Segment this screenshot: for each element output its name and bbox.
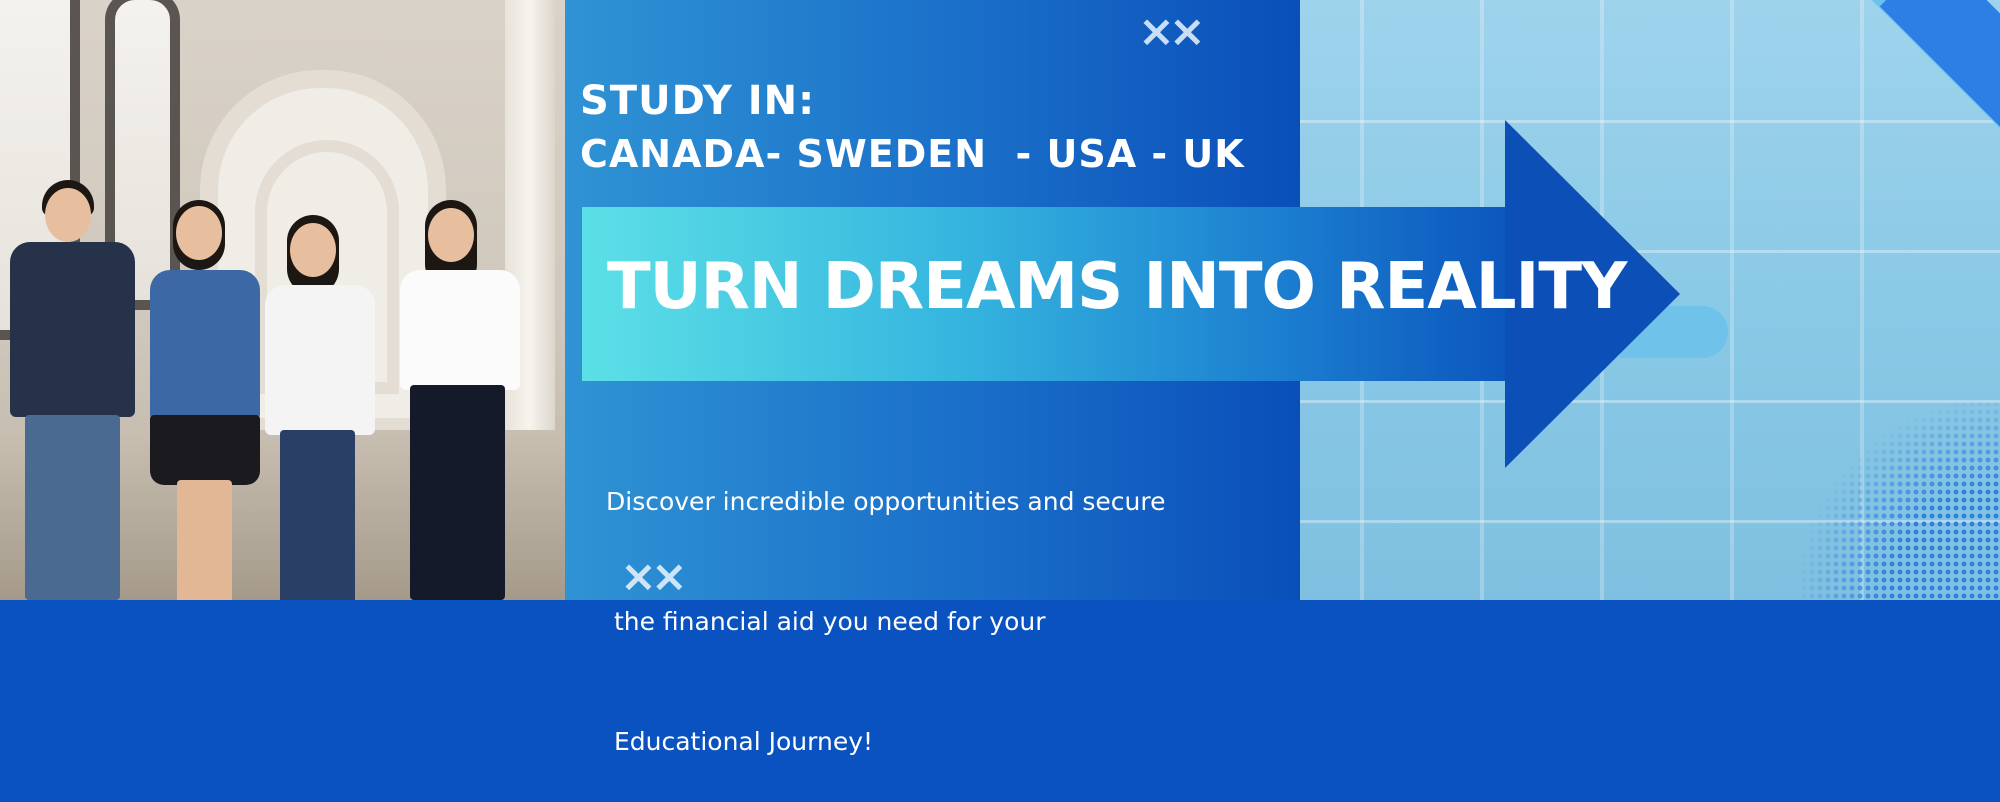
- description-line: Educational Journey!: [606, 727, 874, 756]
- study-in-label: STUDY IN:: [580, 78, 816, 124]
- description: Discover incredible opportunities and se…: [606, 402, 1166, 802]
- description-line: Discover incredible opportunities and se…: [606, 487, 1166, 516]
- countries-list: CANADA- SWEDEN - USA - UK: [580, 132, 1245, 176]
- arrow-head: [1505, 120, 1680, 468]
- halftone-dots: [1800, 400, 2000, 600]
- description-line: the financial aid you need for your: [606, 607, 1046, 636]
- students-photo: [0, 0, 565, 600]
- arrow-right-icon: [582, 207, 1507, 381]
- double-x-icon: ××: [620, 551, 688, 602]
- double-x-icon: ××: [1138, 6, 1206, 57]
- headline: TURN DREAMS INTO REALITY: [607, 250, 1627, 324]
